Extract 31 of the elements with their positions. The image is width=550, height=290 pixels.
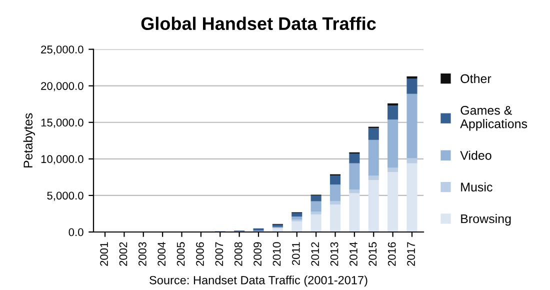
legend-label: Other — [460, 74, 492, 84]
y-tick-label: 15,000.0 — [41, 118, 84, 128]
x-tick-label: 2016 — [388, 242, 396, 266]
y-tick-label: 10,000.0 — [41, 155, 84, 164]
x-tick-label: 2003 — [138, 242, 146, 266]
x-tick-label: 2011 — [292, 242, 300, 266]
x-tick-label: 2015 — [368, 242, 377, 266]
x-tick-label: 2008 — [234, 242, 242, 266]
x-tick-label: 2012 — [311, 242, 320, 266]
y-tick-label: 25,000.0 — [41, 46, 84, 55]
x-tick-label: 2013 — [330, 242, 338, 266]
x-tick-label: 2017 — [407, 242, 415, 266]
x-tick-label: 2009 — [254, 242, 262, 266]
x-tick-label: 2006 — [196, 242, 204, 266]
x-tick-label: 2010 — [272, 242, 281, 266]
x-tick-label: 2007 — [215, 242, 224, 266]
x-tick-label: 2014 — [350, 242, 358, 266]
legend-label: Games & Applications — [460, 106, 528, 131]
y-tick-label: 5,000.0 — [47, 192, 84, 201]
y-tick-label: 20,000.0 — [41, 82, 84, 92]
y-axis-title: Petabytes — [23, 113, 35, 168]
x-tick-label: 2004 — [158, 242, 166, 266]
x-tick-label: 2005 — [176, 242, 185, 266]
chart-title: Global Handset Data Traffic — [141, 16, 376, 30]
legend-label: Video — [460, 150, 492, 160]
x-tick-label: 2001 — [100, 242, 108, 266]
legend-label: Browsing — [461, 214, 511, 226]
source-note: Source: Handset Data Traffic (2001-2017) — [150, 276, 368, 287]
x-tick-label: 2002 — [119, 242, 128, 266]
y-tick-label: 0.0 — [68, 228, 84, 236]
legend-label: Music — [461, 182, 492, 192]
